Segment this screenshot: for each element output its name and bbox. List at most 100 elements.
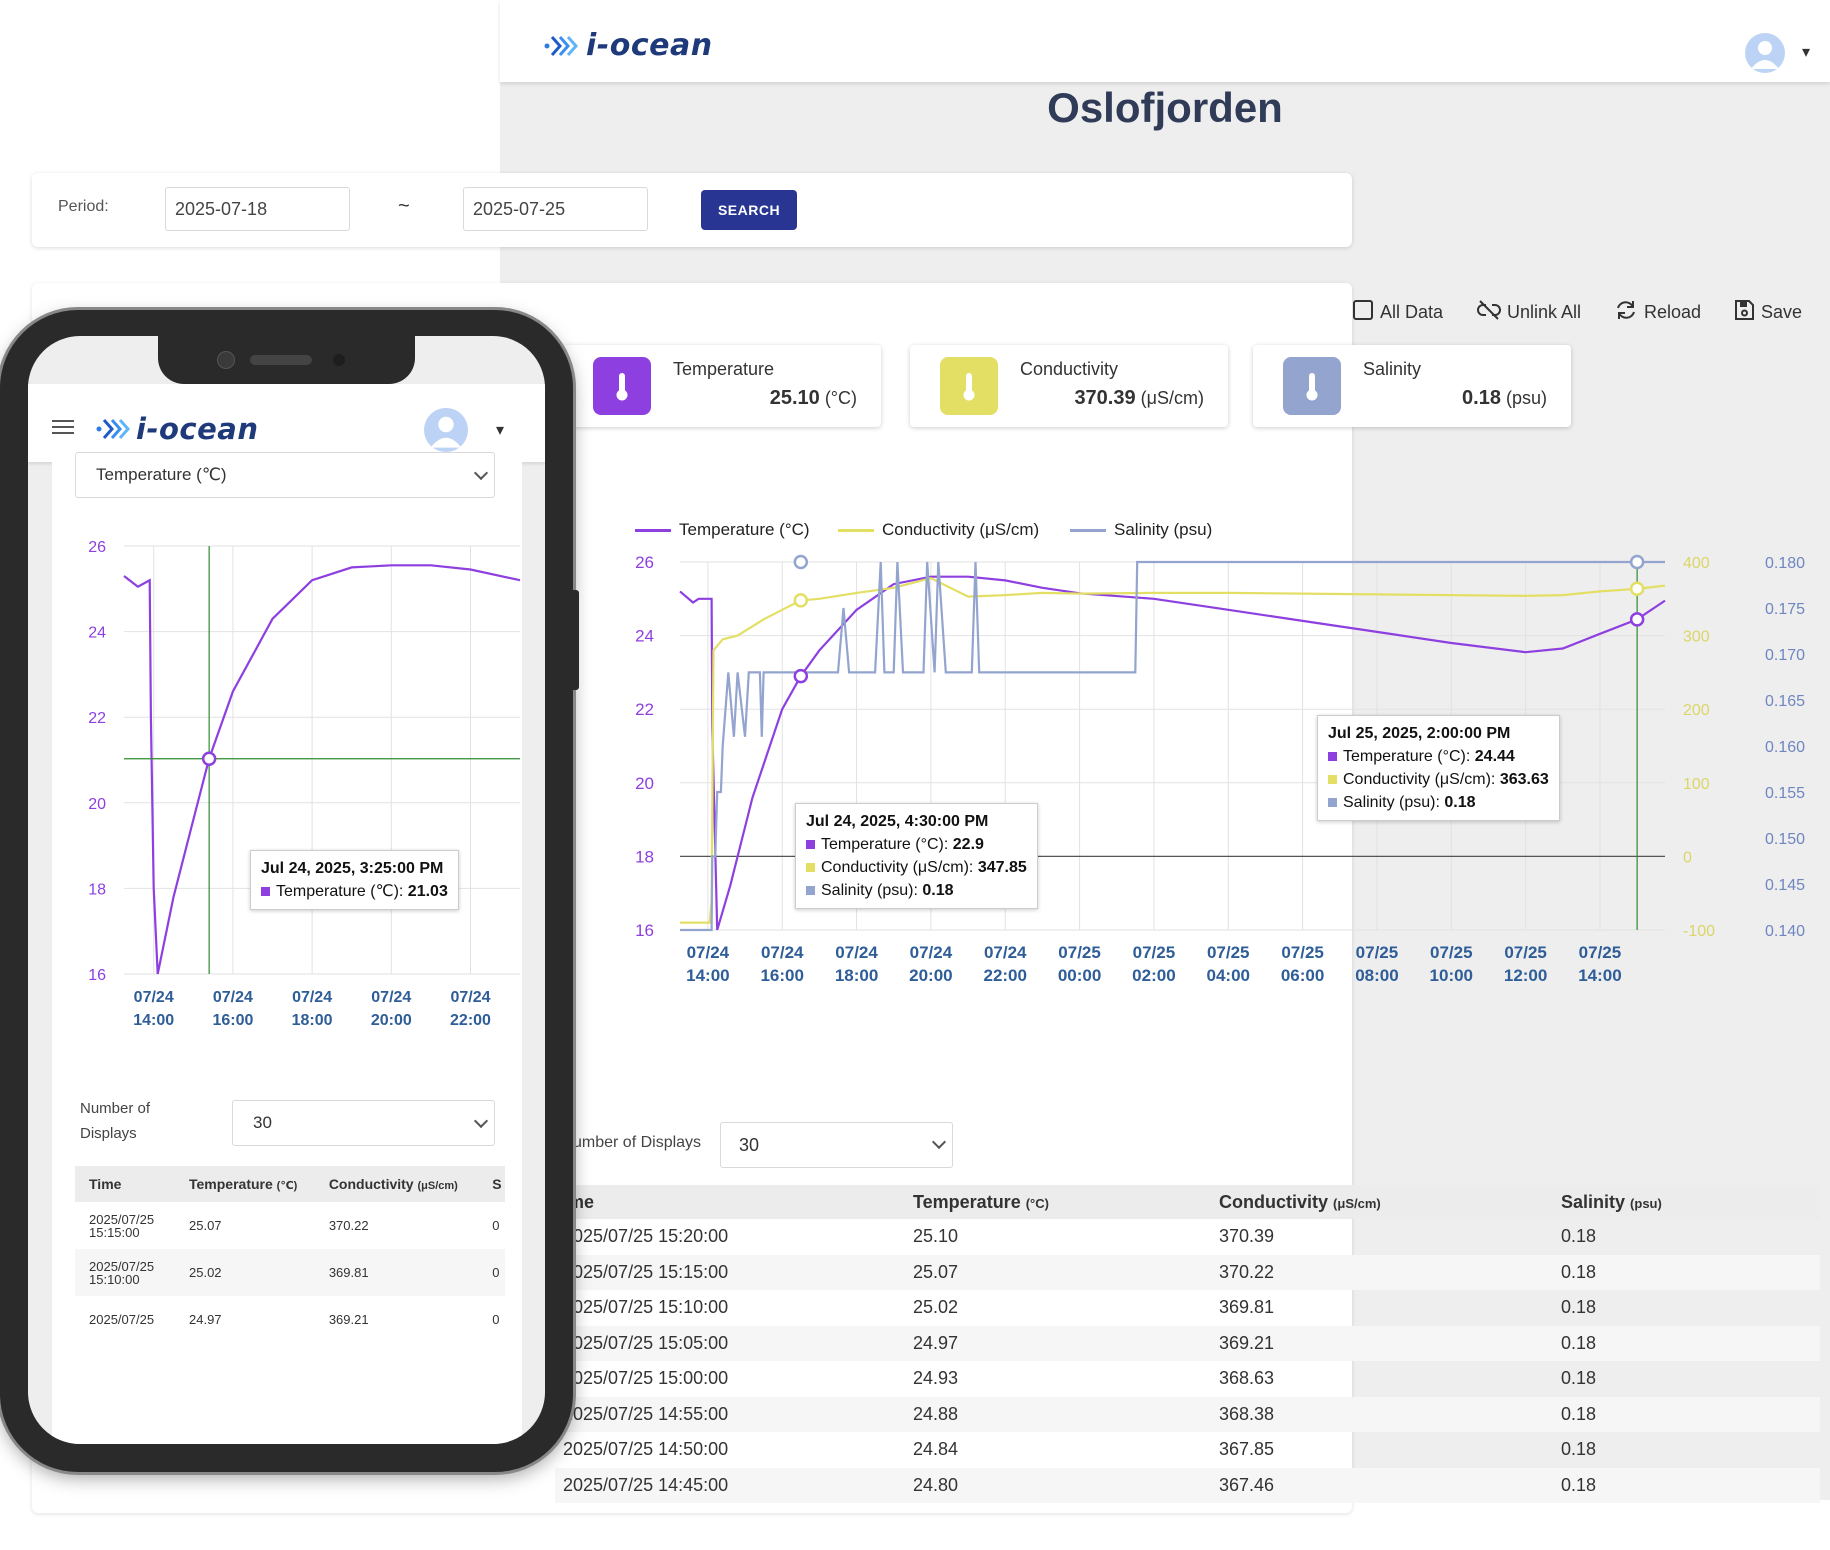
data-table: Time Temperature (℃) Conductivity (μS/cm… <box>75 1166 505 1343</box>
x-tick-label: 07/24 <box>835 943 878 962</box>
column-header[interactable]: Salinity (psu) <box>1553 1185 1820 1219</box>
table-row[interactable]: 2025/07/25 14:50:00 24.84 367.85 0.18 <box>555 1432 1820 1468</box>
hamburger-menu-icon[interactable] <box>52 418 74 441</box>
legend-salinity[interactable]: Salinity (psu) <box>1070 520 1212 540</box>
y-tick-label-conductivity: 200 <box>1683 702 1710 719</box>
date-to-input[interactable]: 2025-07-25 <box>463 187 648 231</box>
table-cell: 369.81 <box>1219 1297 1275 1318</box>
highlight-point <box>201 751 217 766</box>
highlight-point <box>793 554 809 570</box>
x-tick-label: 12:00 <box>1504 966 1547 985</box>
table-row[interactable]: 2025/07/25 15:10:00 25.02 369.81 0 <box>75 1249 505 1296</box>
table-cell: 2025/07/25 15:00:00 <box>563 1368 729 1389</box>
table-cell: 24.97 <box>189 1312 222 1327</box>
table-cell: 0 <box>492 1218 500 1233</box>
table-cell: 370.22 <box>328 1218 369 1233</box>
table-row[interactable]: 2025/07/25 15:15:00 25.07 370.22 0 <box>75 1202 505 1249</box>
date-from-input[interactable]: 2025-07-18 <box>165 187 350 231</box>
unlink-all-label: Unlink All <box>1507 302 1582 322</box>
y-tick-label-salinity: 0.165 <box>1765 693 1805 710</box>
legend-conductivity[interactable]: Conductivity (μS/cm) <box>838 520 1039 540</box>
table-row[interactable]: 2025/07/25 15:10:00 25.02 369.81 0.18 <box>555 1290 1820 1326</box>
table-row[interactable]: 2025/07/25 15:20:00 25.10 370.39 0.18 <box>555 1219 1820 1255</box>
y-tick-label-salinity: 0.160 <box>1765 739 1805 756</box>
table-row[interactable]: 2025/07/25 15:05:00 24.97 369.21 0.18 <box>555 1325 1820 1361</box>
column-header[interactable]: Time <box>75 1166 175 1202</box>
table-header-row: ime Temperature (°C) Conductivity (μS/cm… <box>555 1185 1820 1219</box>
x-tick-label: 07/24 <box>371 989 411 1006</box>
save-button[interactable]: Save <box>1733 299 1802 326</box>
x-tick-label: 07/24 <box>450 989 490 1006</box>
table-row[interactable]: 2025/07/25 14:45:00 24.80 367.46 0.18 <box>555 1467 1820 1503</box>
table-cell: 24.93 <box>913 1368 959 1389</box>
column-header[interactable]: S <box>478 1166 505 1202</box>
table-cell: 369.21 <box>328 1312 369 1327</box>
user-avatar-icon[interactable] <box>424 408 468 452</box>
table-cell: 24.84 <box>913 1439 959 1460</box>
save-label: Save <box>1761 302 1803 322</box>
metric-card-temperature: Temperature 25.10 (°C) <box>563 345 881 427</box>
parameter-select[interactable]: Temperature (℃) <box>75 452 495 498</box>
table-cell: 2025/07/25 <box>89 1312 155 1327</box>
metric-label: Conductivity <box>1020 359 1119 379</box>
table-cell: 25.10 <box>913 1226 959 1247</box>
x-tick-label: 06:00 <box>1281 966 1324 985</box>
table-row[interactable]: 2025/07/25 24.97 369.21 0 <box>75 1296 505 1343</box>
brand-name: i-ocean <box>586 28 713 63</box>
brand-logo[interactable]: i-ocean <box>544 28 713 63</box>
column-header[interactable]: Temperature (℃) <box>175 1166 315 1202</box>
x-tick-label: 14:00 <box>686 966 729 985</box>
table-cell: 368.63 <box>1219 1368 1275 1389</box>
brand-logo[interactable]: i-ocean <box>96 412 258 446</box>
table-cell: 0 <box>492 1312 500 1327</box>
column-header[interactable]: Conductivity (μS/cm) <box>1211 1185 1553 1219</box>
unlink-all-button[interactable]: Unlink All <box>1477 299 1581 326</box>
x-tick-label: 02:00 <box>1132 966 1175 985</box>
y-tick-label-salinity: 0.140 <box>1765 923 1805 940</box>
page-title: Oslofjorden <box>1047 84 1283 131</box>
reload-button[interactable]: Reload <box>1614 299 1701 326</box>
column-header[interactable]: Conductivity (μS/cm) <box>314 1166 479 1202</box>
legend-label: Temperature (°C) <box>679 520 810 539</box>
mobile-chart[interactable]: 07/24 14:00 07/24 16:00 07/24 18:00 07/24 20:00… <box>28 506 545 1106</box>
table-row[interactable]: 2025/07/25 15:00:00 24.93 368.63 0.18 <box>555 1361 1820 1397</box>
y-tick-label-conductivity: 300 <box>1683 629 1710 646</box>
table-cell: 0 <box>478 1249 505 1296</box>
chevron-down-icon[interactable]: ▾ <box>1802 44 1811 61</box>
y-tick-label: 22 <box>635 700 654 719</box>
y-tick-label: 20 <box>635 774 654 793</box>
search-button[interactable]: SEARCH <box>701 190 797 230</box>
table-cell: 368.38 <box>1211 1396 1553 1432</box>
all-data-checkbox[interactable]: All Data <box>1352 299 1443 326</box>
column-header[interactable]: ime <box>555 1185 905 1219</box>
table-cell: 370.39 <box>1219 1226 1275 1247</box>
x-tick-label: 07/24 <box>687 943 730 962</box>
displays-label: umber of Displays <box>573 1134 702 1151</box>
table-row[interactable]: 2025/07/25 15:15:00 25.07 370.22 0.18 <box>555 1254 1820 1290</box>
x-tick-label: 16:00 <box>212 1012 253 1029</box>
table-cell: 2025/07/25 15:10:00 <box>75 1249 175 1296</box>
legend-temperature[interactable]: Temperature (°C) <box>635 520 810 540</box>
table-cell: 25.07 <box>905 1254 1211 1290</box>
x-tick-label: 14:00 <box>133 1012 174 1029</box>
x-tick-label: 22:00 <box>983 966 1026 985</box>
x-tick-label: 07/24 <box>984 943 1027 962</box>
x-tick-label: 07/25 <box>1356 943 1399 962</box>
highlight-point <box>793 593 809 608</box>
legend-swatch <box>1070 528 1106 532</box>
metric-value: 0.18 (psu) <box>1462 387 1547 409</box>
y-tick-label: 24 <box>635 627 654 646</box>
phone-side-button <box>573 590 579 690</box>
displays-select[interactable]: 30 <box>720 1122 953 1168</box>
table-cell: 0.18 <box>1561 1226 1597 1247</box>
save-icon <box>1733 299 1755 326</box>
desktop-chart[interactable]: 07/24 14:00 07/24 16:00 07/24 18:00 07/24 20:00… <box>580 540 1810 1070</box>
user-avatar-icon[interactable] <box>1745 33 1785 73</box>
table-row[interactable]: 2025/07/25 14:55:00 24.88 368.38 0.18 <box>555 1396 1820 1432</box>
metric-label: Salinity <box>1363 359 1422 379</box>
all-data-label: All Data <box>1380 302 1444 322</box>
column-header[interactable]: Temperature (°C) <box>905 1185 1211 1219</box>
displays-select[interactable]: 30 <box>232 1100 495 1146</box>
x-tick-label: 07/24 <box>910 943 953 962</box>
chevron-down-icon[interactable]: ▾ <box>496 422 505 439</box>
